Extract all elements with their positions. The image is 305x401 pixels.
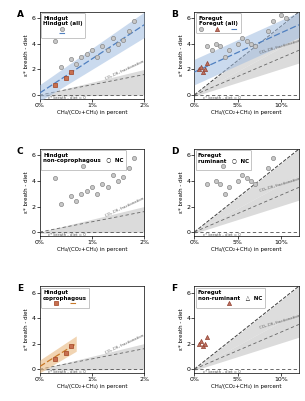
Text: ε* breath - diet = 0: ε* breath - diet = 0 (48, 96, 86, 100)
Y-axis label: ε* breath - diet: ε* breath - diet (179, 34, 184, 76)
X-axis label: CH₄/(CO₂+CH₄) in percent: CH₄/(CO₂+CH₄) in percent (57, 247, 127, 252)
Y-axis label: ε* breath - diet: ε* breath - diet (24, 34, 29, 76)
Text: D: D (171, 148, 179, 156)
Text: ε* breath - diet = 0: ε* breath - diet = 0 (203, 370, 240, 374)
Text: CO₂-CH₄ fractionation: CO₂-CH₄ fractionation (259, 39, 301, 55)
Text: ε* breath - diet = 0: ε* breath - diet = 0 (203, 96, 240, 100)
Legend:  (41, 150, 126, 170)
Text: B: B (171, 10, 178, 19)
Text: CO₂-CH₄ fractionation: CO₂-CH₄ fractionation (104, 59, 145, 81)
X-axis label: CH₄/(CO₂+CH₄) in percent: CH₄/(CO₂+CH₄) in percent (57, 384, 127, 389)
Text: CO₂-CH₄ fractionation: CO₂-CH₄ fractionation (104, 196, 145, 218)
Legend: , : , (41, 13, 85, 38)
Text: CO₂-CH₄ fractionation: CO₂-CH₄ fractionation (104, 334, 145, 355)
Text: ε* breath - diet = 0: ε* breath - diet = 0 (203, 233, 240, 237)
Legend: , , : , , (196, 13, 241, 33)
X-axis label: CH₄/(CO₂+CH₄) in percent: CH₄/(CO₂+CH₄) in percent (211, 247, 282, 252)
Text: CO₂-CH₄ fractionation: CO₂-CH₄ fractionation (259, 313, 301, 330)
Legend: , : , (41, 288, 89, 308)
Text: F: F (171, 284, 178, 294)
Legend:  (196, 288, 264, 308)
Text: ε* breath - diet = 0: ε* breath - diet = 0 (48, 370, 86, 374)
Text: E: E (17, 284, 23, 294)
X-axis label: CH₄/(CO₂+CH₄) in percent: CH₄/(CO₂+CH₄) in percent (57, 110, 127, 115)
Y-axis label: ε* breath - diet: ε* breath - diet (24, 309, 29, 350)
Text: C: C (17, 148, 23, 156)
Text: CO₂-CH₄ fractionation: CO₂-CH₄ fractionation (259, 176, 301, 192)
Y-axis label: ε* breath - diet: ε* breath - diet (179, 309, 184, 350)
X-axis label: CH₄/(CO₂+CH₄) in percent: CH₄/(CO₂+CH₄) in percent (211, 384, 282, 389)
X-axis label: CH₄/(CO₂+CH₄) in percent: CH₄/(CO₂+CH₄) in percent (211, 110, 282, 115)
Y-axis label: ε* breath - diet: ε* breath - diet (179, 172, 184, 213)
Text: ε* breath - diet = 0: ε* breath - diet = 0 (48, 233, 86, 237)
Text: A: A (17, 10, 24, 19)
Legend:  (196, 150, 251, 170)
Y-axis label: ε* breath - diet: ε* breath - diet (24, 172, 29, 213)
